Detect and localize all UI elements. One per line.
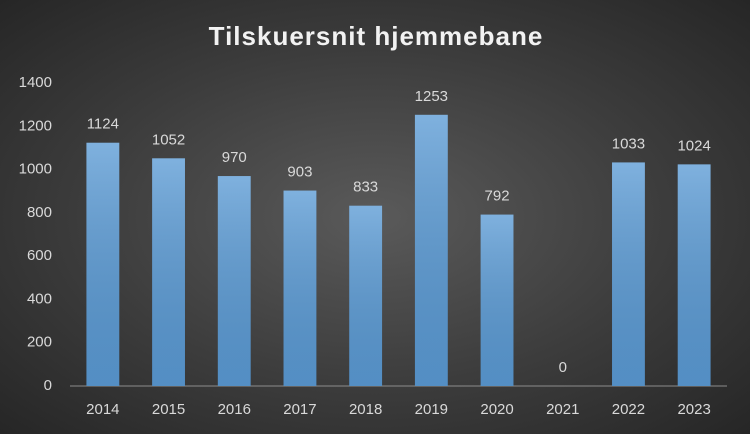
- data-label: 0: [559, 359, 567, 376]
- data-label: 1124: [87, 116, 119, 133]
- x-tick-label: 2017: [283, 401, 316, 418]
- y-tick-label: 200: [27, 334, 52, 351]
- data-label: 833: [353, 179, 378, 196]
- data-label: 1033: [612, 135, 645, 152]
- y-tick-label: 0: [44, 377, 52, 394]
- bar-shine: [480, 214, 514, 386]
- x-tick-label: 2020: [480, 401, 513, 418]
- data-label: 970: [222, 149, 247, 166]
- x-tick-label: 2022: [612, 401, 645, 418]
- y-tick-label: 1200: [19, 117, 52, 134]
- x-tick-label: 2021: [546, 401, 579, 418]
- y-tick-label: 1000: [19, 161, 52, 178]
- bar-shine: [349, 205, 383, 386]
- data-label: 1253: [415, 88, 448, 105]
- y-tick-label: 800: [27, 204, 52, 221]
- bar-shine: [612, 162, 645, 386]
- data-label: 903: [287, 164, 312, 181]
- x-tick-label: 2015: [152, 401, 185, 418]
- data-label: 792: [485, 188, 510, 205]
- x-tick-label: 2016: [218, 401, 251, 418]
- bar-shine: [414, 114, 448, 386]
- bar-shine: [677, 164, 711, 386]
- chart-title: Tilskuersnit hjemmebane: [209, 21, 544, 51]
- y-tick-label: 1400: [19, 74, 52, 91]
- x-tick-label: 2018: [349, 401, 382, 418]
- x-tick-label: 2019: [415, 401, 448, 418]
- x-tick-label: 2014: [86, 401, 119, 418]
- bar-shine: [217, 176, 251, 386]
- bar-shine: [86, 142, 120, 386]
- bar-shine: [152, 158, 185, 386]
- y-tick-label: 400: [27, 290, 52, 307]
- y-tick-label: 600: [27, 247, 52, 264]
- data-label: 1024: [677, 137, 710, 154]
- x-tick-label: 2023: [677, 401, 710, 418]
- data-label: 1052: [152, 131, 185, 148]
- bar-shine: [283, 190, 317, 386]
